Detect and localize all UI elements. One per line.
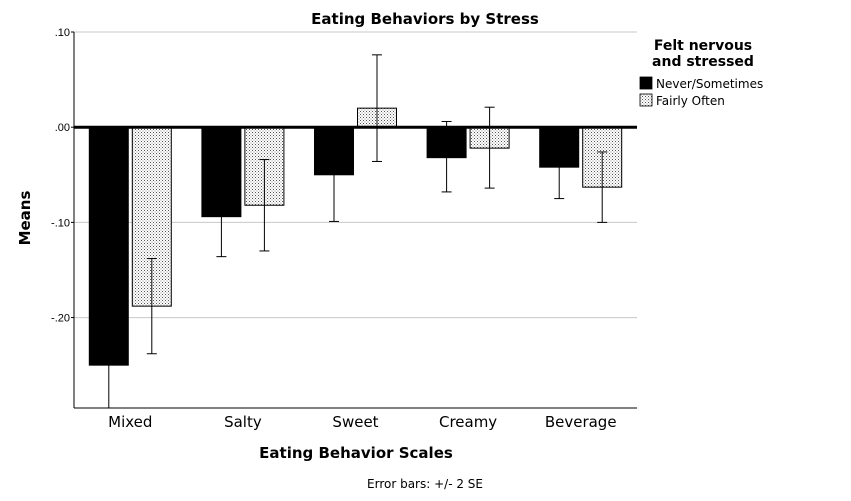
- x-category-label: Creamy: [439, 413, 497, 431]
- y-axis-label: Means: [16, 191, 34, 246]
- y-tick-label: -.20: [51, 313, 70, 325]
- x-category-label: Mixed: [108, 413, 152, 431]
- legend-label-fairly-often: Fairly Often: [656, 94, 725, 108]
- legend-swatch-never-sometimes: [639, 76, 653, 90]
- legend-title-line-2: and stressed: [652, 54, 754, 70]
- x-axis-label: Eating Behavior Scales: [259, 444, 453, 462]
- error-bar-footnote: Error bars: +/- 2 SE: [367, 477, 483, 491]
- axes: [71, 31, 637, 409]
- y-tick-label: .10: [55, 27, 70, 39]
- x-category-label: Salty: [224, 413, 262, 431]
- error-bars: [103, 54, 608, 408]
- y-tick-label: -.10: [51, 217, 70, 229]
- legend-swatch-fairly-often: [639, 93, 653, 107]
- y-tick-labels: .10 .00 -.10 -.20: [51, 27, 70, 325]
- x-category-label: Sweet: [332, 413, 378, 431]
- legend: Felt nervous and stressed Never/Sometime…: [639, 38, 763, 108]
- legend-title-line-1: Felt nervous: [654, 38, 752, 54]
- x-category-label: Beverage: [545, 413, 617, 431]
- y-tick-label: .00: [55, 122, 70, 134]
- legend-label-never-sometimes: Never/Sometimes: [656, 77, 763, 91]
- chart-title: Eating Behaviors by Stress: [311, 10, 539, 28]
- bars: [88, 107, 623, 366]
- x-category-labels: Mixed Salty Sweet Creamy Beverage: [108, 413, 616, 431]
